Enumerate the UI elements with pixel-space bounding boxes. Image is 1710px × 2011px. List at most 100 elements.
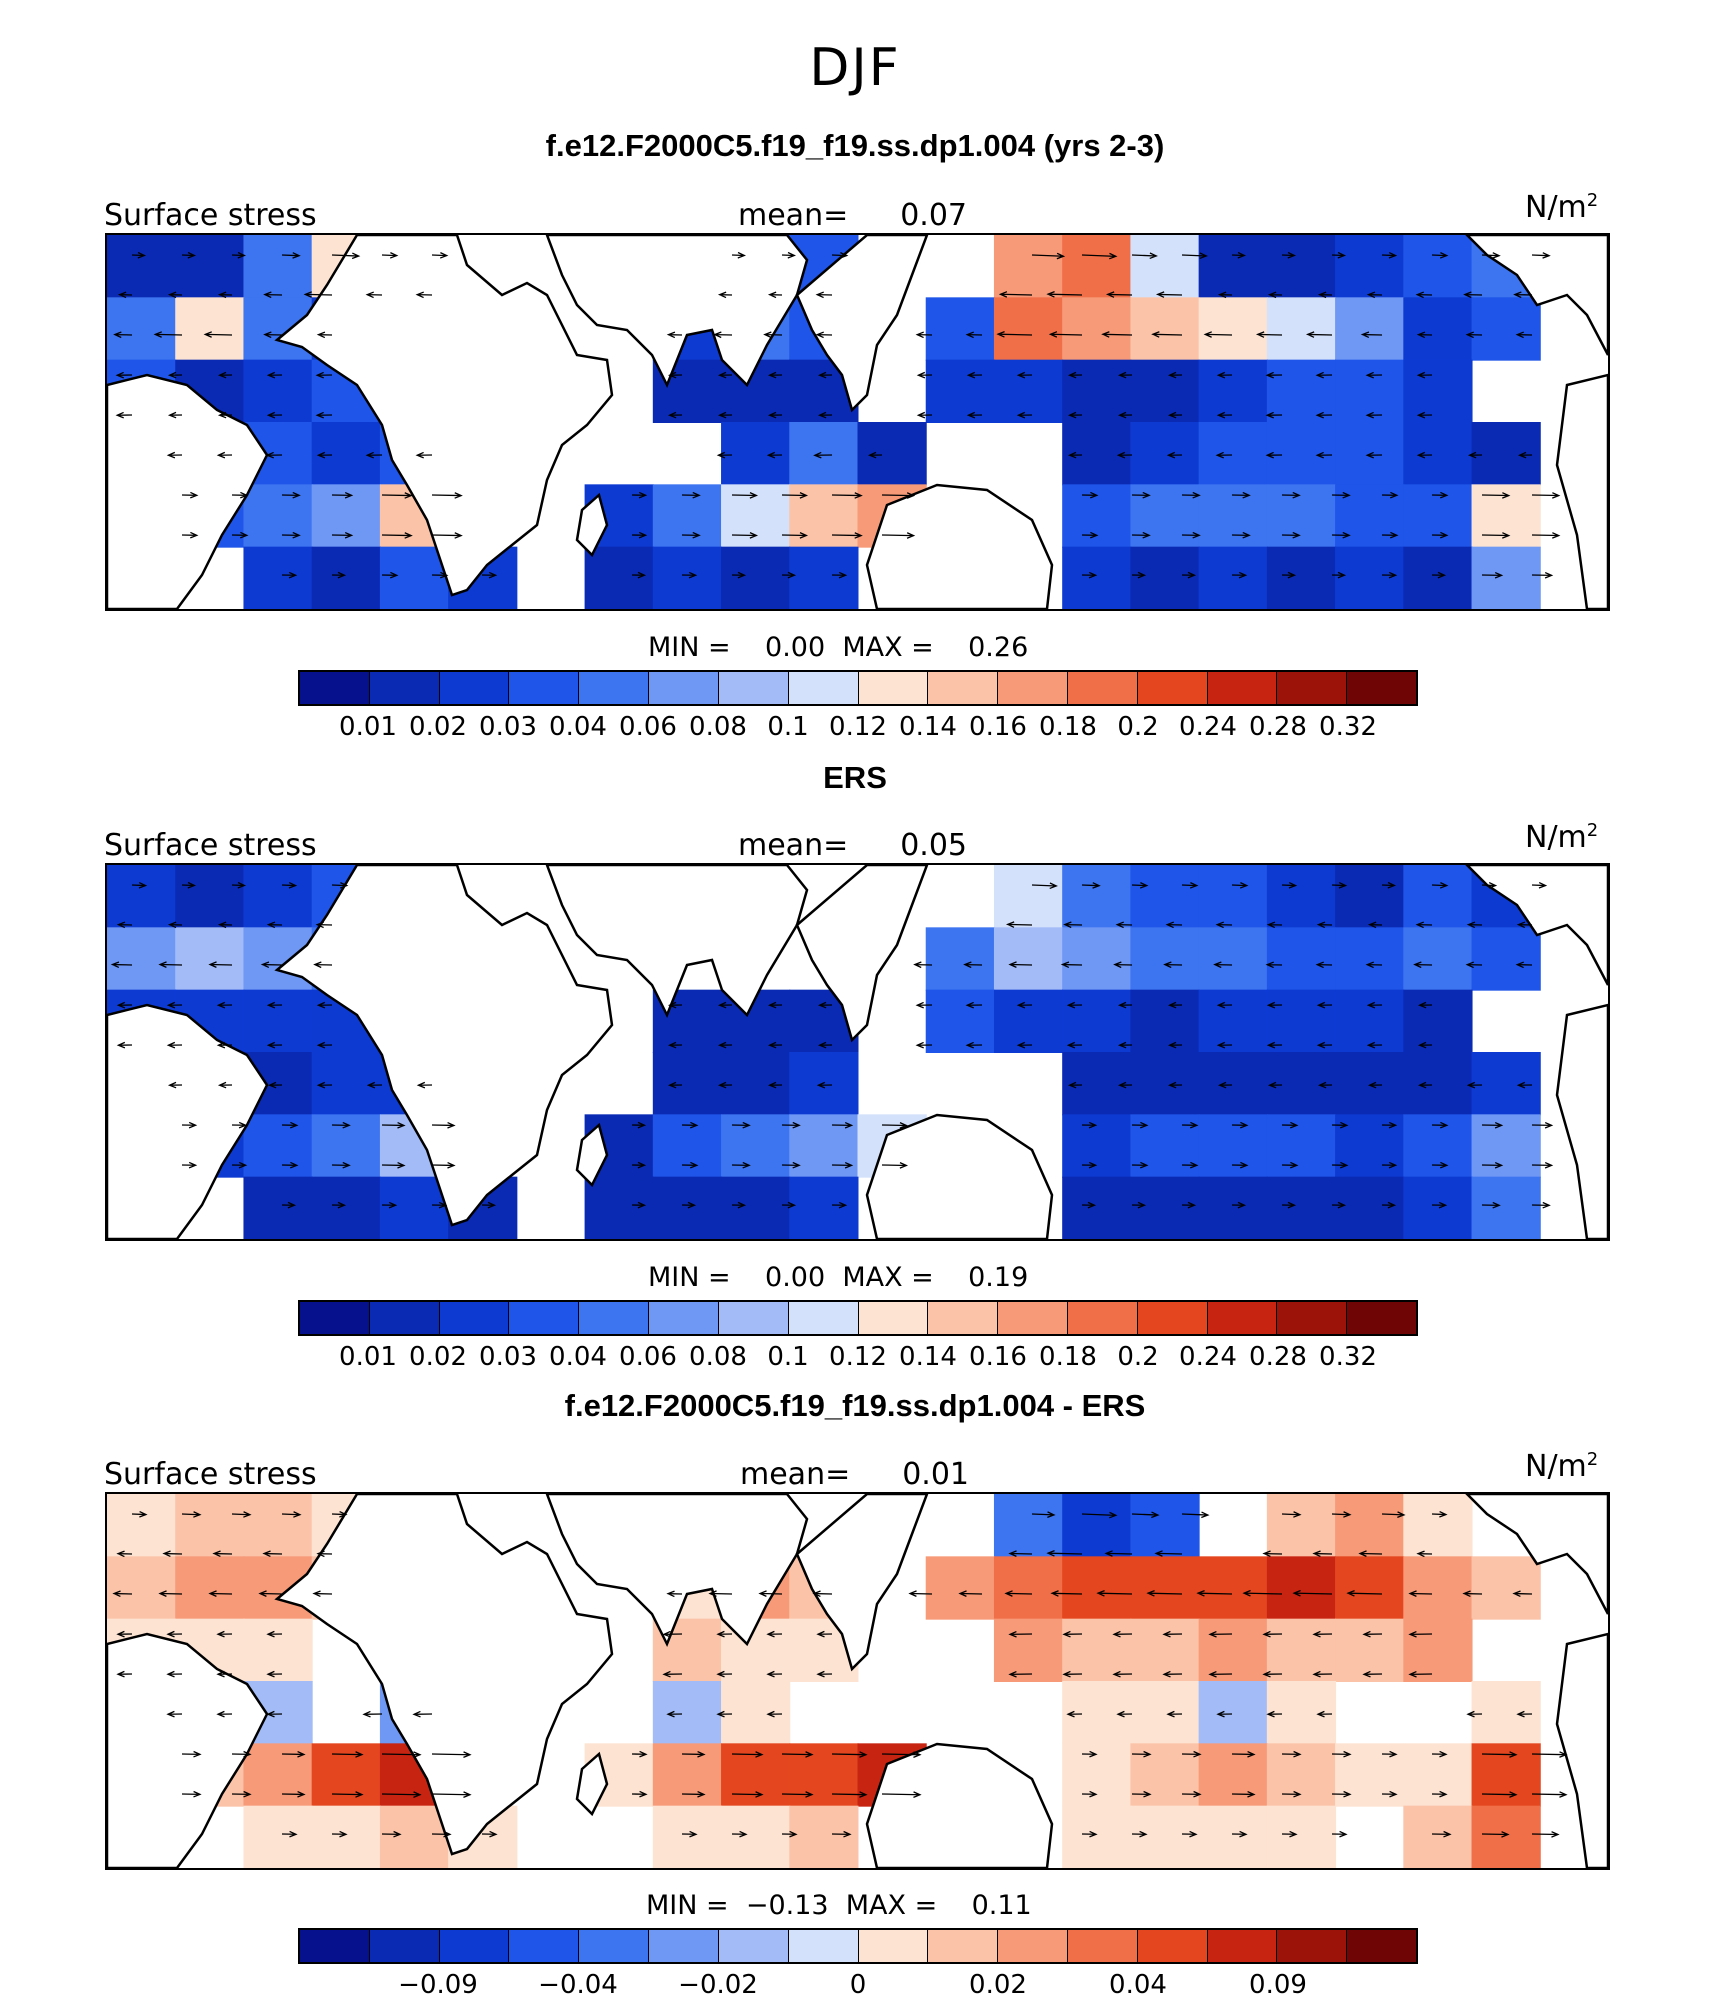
colorbar-swatch (649, 1302, 719, 1334)
wind-vector (1216, 1001, 1233, 1009)
wind-vector (431, 1751, 472, 1758)
colorbar-swatch (1277, 1930, 1348, 1962)
wind-vector (381, 1751, 422, 1758)
wind-vector (767, 411, 783, 419)
wind-vector (365, 291, 383, 299)
field-cell (243, 546, 313, 609)
field-cell (175, 927, 245, 991)
wind-vector (1531, 252, 1551, 259)
wind-vector (216, 1001, 233, 1009)
wind-vector (116, 1001, 133, 1009)
wind-vector (1481, 1161, 1504, 1169)
wind-vector (1081, 491, 1099, 499)
field-cell (107, 1494, 177, 1558)
wind-vector (1208, 1670, 1233, 1678)
colorbar-swatch (718, 1930, 789, 1962)
wind-vector (281, 1750, 306, 1758)
wind-vector (1131, 252, 1158, 260)
wind-vector (1481, 1791, 1518, 1798)
wind-vector (263, 291, 283, 299)
panel-3-mean-value: 0.01 (902, 1457, 970, 1492)
colorbar-tick-label: 0.04 (549, 1342, 607, 1372)
wind-vector (1008, 1670, 1033, 1678)
field-cell (1062, 359, 1132, 423)
wind-vector (1360, 331, 1383, 339)
wind-vector (1281, 881, 1298, 889)
wind-vector (815, 291, 833, 299)
coastline (1465, 1494, 1608, 1615)
colorbar-swatch (509, 672, 580, 704)
wind-vector (1151, 331, 1183, 338)
wind-vector (1481, 252, 1501, 259)
wind-vector (913, 961, 933, 969)
wind-vector (1081, 252, 1118, 260)
field-cell (1198, 297, 1268, 361)
wind-vector (963, 961, 983, 969)
wind-vector (816, 1670, 833, 1678)
wind-vector (1181, 252, 1208, 260)
wind-vector (266, 1630, 283, 1638)
field-cell (1198, 1743, 1268, 1807)
colorbar-tick-label: 0.2 (1117, 1342, 1159, 1372)
wind-vector (216, 1630, 233, 1638)
wind-vector (662, 1670, 683, 1678)
field-cell (1266, 1681, 1337, 1745)
wind-vector (965, 1001, 983, 1009)
wind-vector (667, 1081, 683, 1089)
wind-vector (1262, 1550, 1283, 1558)
wind-vector (1196, 1590, 1233, 1597)
wind-vector (481, 571, 498, 579)
wind-vector (1481, 1121, 1504, 1129)
colorbar-swatch (649, 672, 719, 704)
field-cell (1130, 1743, 1200, 1807)
wind-vector (331, 1791, 364, 1798)
wind-vector (381, 1161, 406, 1169)
wind-vector (681, 491, 701, 499)
colorbar-tick-label: 0.14 (899, 712, 957, 742)
wind-vector (1154, 1550, 1183, 1557)
wind-vector (1381, 1750, 1398, 1758)
wind-vector (181, 251, 197, 259)
colorbar-swatch (579, 672, 650, 704)
wind-vector (1081, 1790, 1098, 1798)
wind-vector (1366, 1001, 1383, 1009)
wind-vector (231, 1790, 252, 1798)
wind-vector (216, 451, 233, 459)
field-cell (925, 359, 995, 423)
field-cell (311, 546, 381, 609)
colorbar-swatch (579, 1930, 650, 1962)
wind-vector (666, 331, 683, 339)
wind-vector (1131, 1511, 1160, 1519)
field-cell (993, 1556, 1064, 1620)
wind-vector (266, 921, 283, 929)
colorbar-swatch (369, 1302, 440, 1334)
field-cell (1130, 1052, 1200, 1116)
wind-vector (1366, 291, 1383, 299)
wind-vector (217, 291, 233, 299)
wind-vector (1016, 371, 1033, 379)
field-cell (1198, 484, 1268, 548)
wind-vector (1046, 1550, 1083, 1557)
wind-vector (881, 1791, 922, 1798)
wind-vector (731, 1751, 764, 1758)
wind-vector (1216, 1710, 1233, 1718)
wind-vector (116, 1041, 133, 1049)
field-cell (1062, 1494, 1132, 1558)
wind-vector (1358, 1550, 1383, 1557)
field-cell (1198, 1618, 1268, 1682)
wind-vector (1115, 921, 1133, 929)
wind-vector (708, 1590, 733, 1597)
wind-vector (1031, 882, 1058, 890)
wind-vector (266, 1041, 283, 1049)
field-cell (925, 989, 995, 1053)
panel-2-colorbar: 0.01 0.02 0.03 0.04 0.06 0.08 0.1 0.12 0.14 0.16 0… (298, 1300, 1418, 1380)
wind-vector (1262, 1670, 1283, 1678)
colorbar-swatch (300, 1930, 370, 1962)
coastline (575, 1751, 609, 1817)
wind-vector (1381, 571, 1398, 579)
wind-vector (1416, 451, 1433, 459)
field-cell (789, 484, 859, 548)
wind-vector (631, 491, 648, 499)
wind-vector (1005, 921, 1033, 928)
wind-vector (1101, 331, 1133, 338)
